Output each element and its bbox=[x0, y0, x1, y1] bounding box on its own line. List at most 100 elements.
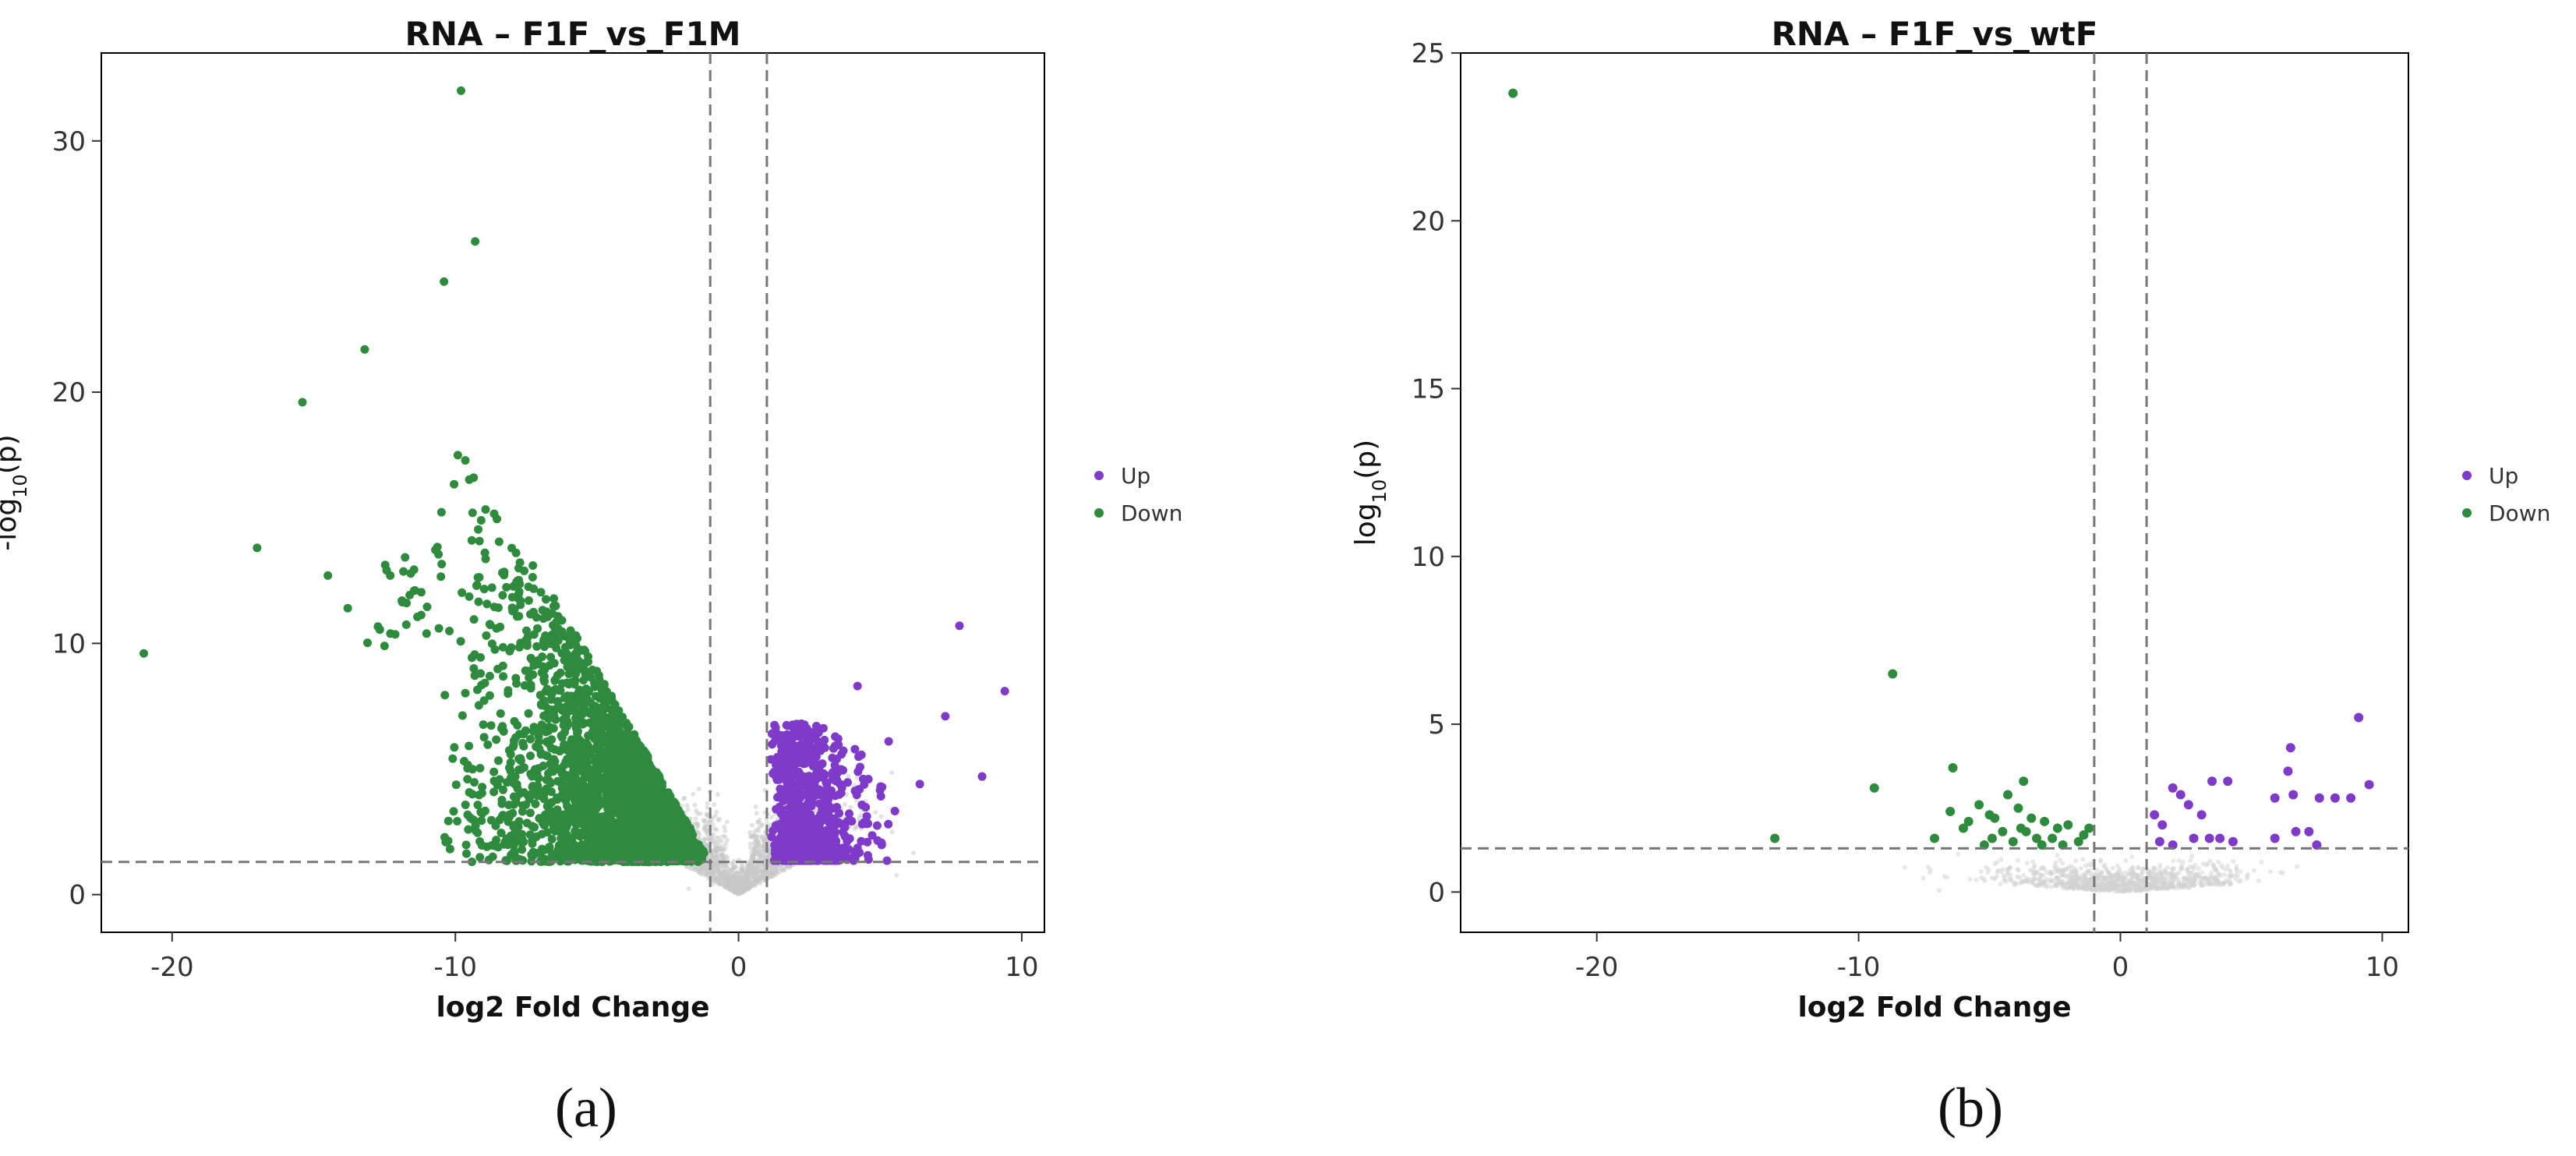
down-point bbox=[639, 794, 648, 804]
down-point bbox=[588, 846, 598, 855]
down-point bbox=[599, 774, 608, 783]
ns-point bbox=[752, 829, 758, 834]
down-point bbox=[550, 676, 560, 685]
ns-point bbox=[724, 819, 730, 825]
down-point bbox=[575, 794, 585, 803]
down-point bbox=[592, 666, 602, 676]
ns-point bbox=[712, 826, 718, 832]
down-point bbox=[535, 814, 544, 823]
down-point bbox=[574, 712, 583, 721]
down-point bbox=[598, 723, 607, 733]
ns-point bbox=[705, 804, 710, 810]
down-point bbox=[386, 629, 395, 638]
down-point bbox=[592, 769, 602, 779]
down-point bbox=[422, 603, 432, 611]
down-point bbox=[531, 848, 540, 857]
down-point bbox=[497, 799, 507, 808]
down-point bbox=[518, 834, 527, 843]
up-point bbox=[855, 785, 864, 794]
down-point bbox=[561, 796, 571, 805]
ns-point bbox=[702, 862, 707, 868]
down-point bbox=[498, 591, 507, 600]
down-point bbox=[608, 709, 617, 718]
down-point bbox=[548, 709, 557, 718]
down-point bbox=[599, 846, 607, 854]
up-point bbox=[863, 850, 872, 860]
ns-point bbox=[745, 867, 751, 871]
down-point bbox=[629, 835, 638, 844]
down-point bbox=[470, 671, 479, 681]
down-point bbox=[539, 675, 549, 684]
down-point bbox=[469, 615, 479, 624]
down-point bbox=[663, 830, 672, 840]
down-point bbox=[638, 842, 647, 851]
down-point bbox=[526, 769, 535, 779]
down-point bbox=[485, 691, 494, 700]
up-point bbox=[868, 831, 877, 840]
down-point bbox=[606, 822, 615, 832]
down-point bbox=[528, 561, 538, 570]
down-point bbox=[583, 741, 592, 750]
ns-point bbox=[697, 833, 702, 838]
down-point bbox=[571, 664, 580, 673]
ns-point bbox=[701, 819, 707, 825]
down-point bbox=[518, 845, 527, 854]
down-point bbox=[591, 857, 600, 866]
ns-point bbox=[727, 871, 733, 876]
down-point bbox=[642, 804, 652, 813]
ns-point bbox=[754, 811, 759, 816]
down-point bbox=[461, 688, 470, 698]
ns-point bbox=[769, 815, 775, 820]
ns-point bbox=[746, 878, 751, 883]
ns-point bbox=[712, 802, 717, 807]
down-point bbox=[616, 825, 625, 834]
down-point bbox=[565, 758, 574, 767]
down-point bbox=[617, 771, 627, 780]
down-point bbox=[499, 672, 508, 681]
ns-point bbox=[711, 866, 716, 871]
down-point bbox=[437, 560, 447, 569]
up-point bbox=[832, 755, 842, 764]
ns-point bbox=[761, 863, 767, 868]
down-point bbox=[626, 759, 635, 768]
ns-point bbox=[733, 875, 738, 881]
down-point bbox=[641, 821, 651, 830]
down-point bbox=[524, 709, 533, 718]
ns-point bbox=[714, 844, 719, 850]
down-point bbox=[561, 642, 570, 652]
ns-point bbox=[771, 867, 776, 872]
down-point bbox=[642, 835, 652, 844]
down-point bbox=[636, 772, 645, 781]
ns-point bbox=[722, 862, 727, 867]
down-point bbox=[509, 741, 518, 750]
ns-point bbox=[761, 869, 767, 875]
down-point bbox=[494, 756, 503, 765]
down-point bbox=[518, 801, 528, 810]
down-point bbox=[380, 560, 390, 570]
ns-point bbox=[723, 828, 728, 833]
down-point bbox=[655, 781, 665, 790]
ns-point bbox=[685, 807, 691, 812]
down-point bbox=[670, 803, 680, 811]
down-point bbox=[673, 837, 682, 847]
down-point bbox=[485, 671, 494, 681]
up-point bbox=[852, 846, 861, 855]
ns-point bbox=[765, 871, 771, 877]
down-point bbox=[500, 840, 509, 849]
ns-point bbox=[730, 886, 736, 892]
down-point bbox=[532, 642, 542, 651]
down-point bbox=[451, 780, 461, 790]
down-point bbox=[564, 652, 574, 661]
ns-point bbox=[756, 829, 761, 834]
down-point bbox=[670, 822, 679, 830]
down-point bbox=[526, 683, 535, 692]
down-point bbox=[474, 701, 483, 710]
ns-point bbox=[712, 872, 717, 878]
ns-point bbox=[779, 866, 784, 871]
down-point bbox=[546, 744, 556, 753]
down-point bbox=[481, 505, 490, 514]
up-point bbox=[832, 776, 840, 786]
down-point bbox=[543, 612, 553, 621]
down-point bbox=[489, 787, 499, 797]
down-point bbox=[360, 345, 369, 354]
